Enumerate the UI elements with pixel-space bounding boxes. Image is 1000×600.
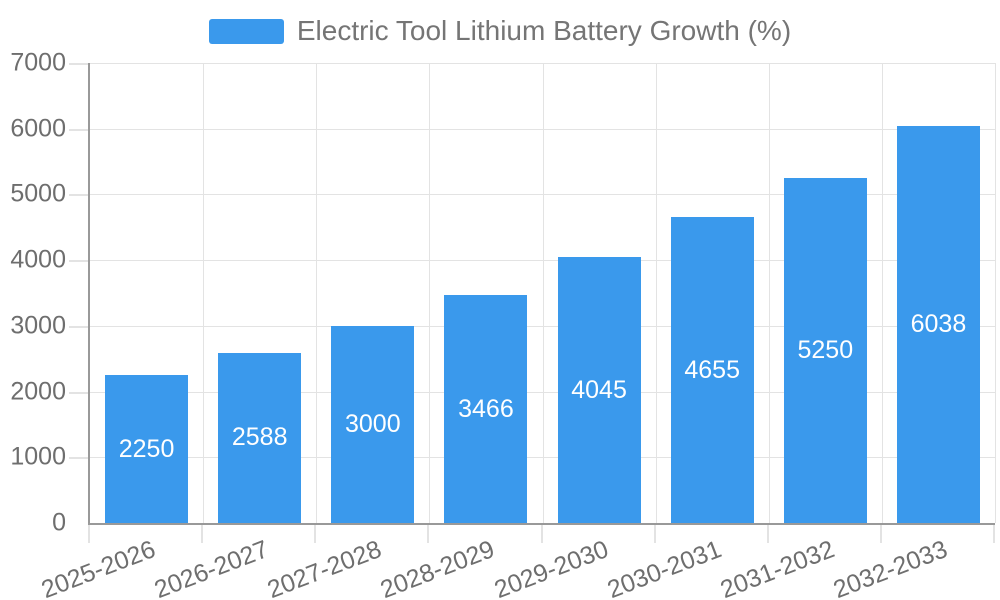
y-axis-tick-label: 5000 xyxy=(10,179,66,208)
y-axis-tick xyxy=(69,63,88,65)
x-axis-category-label: 2027-2028 xyxy=(263,535,386,600)
bar: 5250 xyxy=(783,178,867,523)
y-axis-tick-label: 0 xyxy=(52,508,66,537)
x-axis-tick xyxy=(540,525,543,543)
x-axis-category-label: 2030-2031 xyxy=(603,535,725,600)
x-axis-tick xyxy=(201,525,204,543)
x-axis-tick xyxy=(653,525,656,543)
bar: 2588 xyxy=(218,352,302,523)
x-axis-category-label: 2025-2026 xyxy=(37,535,160,600)
x-axis-category-label: 2032-2033 xyxy=(829,535,952,600)
x-axis-category-label: 2031-2032 xyxy=(716,535,838,600)
gridline-vertical xyxy=(995,63,996,523)
bar-value-label: 4045 xyxy=(571,375,627,404)
bar: 6038 xyxy=(896,126,980,523)
legend-swatch-icon xyxy=(208,18,284,44)
legend-label: Electric Tool Lithium Battery Growth (%) xyxy=(296,15,792,46)
y-axis-tick-label: 7000 xyxy=(10,48,66,77)
plot-area: 2250 2588 3000 3466 4045 4655 5250 6038 xyxy=(88,63,996,525)
y-axis-tick xyxy=(69,391,88,394)
gridline-vertical xyxy=(316,63,318,523)
y-axis-tick xyxy=(69,457,88,460)
bar-value-label: 2588 xyxy=(231,423,288,452)
y-axis-tick-label: 3000 xyxy=(10,311,66,340)
x-axis-tick xyxy=(879,525,882,543)
bar: 3466 xyxy=(444,295,528,523)
gridline-vertical xyxy=(542,63,544,523)
bar-value-label: 5250 xyxy=(797,336,854,364)
gridline-vertical xyxy=(881,63,883,523)
bar-value-label: 2250 xyxy=(118,434,175,463)
gridline-vertical xyxy=(655,63,657,523)
y-axis-tick-label: 4000 xyxy=(10,245,66,274)
x-axis-tick xyxy=(993,525,995,543)
gridline-vertical xyxy=(429,63,431,523)
y-axis-tick-label: 1000 xyxy=(10,442,66,471)
x-axis-tick xyxy=(314,525,317,543)
x-axis-tick xyxy=(88,525,90,543)
y-axis-tick-label: 6000 xyxy=(10,114,66,143)
gridline-vertical xyxy=(203,63,205,523)
bar: 3000 xyxy=(331,325,415,523)
x-axis-category-label: 2028-2029 xyxy=(376,535,499,600)
y-axis-tick-label: 2000 xyxy=(10,377,66,406)
y-axis-tick xyxy=(69,128,88,131)
bar-value-label: 3466 xyxy=(458,394,514,423)
x-axis-category-label: 2026-2027 xyxy=(150,535,273,600)
y-axis-tick xyxy=(69,194,88,197)
bar: 4655 xyxy=(670,217,754,523)
bar-value-label: 3000 xyxy=(345,409,401,438)
bar: 2250 xyxy=(105,375,189,523)
y-axis-tick xyxy=(69,325,88,328)
y-axis-tick xyxy=(69,260,88,263)
bar-value-label: 4655 xyxy=(684,355,740,384)
x-axis-tick xyxy=(427,525,430,543)
bar-value-label: 6038 xyxy=(910,310,967,339)
gridline-vertical xyxy=(768,63,770,523)
x-axis-category-label: 2029-2030 xyxy=(490,535,612,600)
bar: 4045 xyxy=(557,257,641,523)
x-axis-tick xyxy=(766,525,769,543)
legend[interactable]: Electric Tool Lithium Battery Growth (%) xyxy=(0,17,1000,45)
